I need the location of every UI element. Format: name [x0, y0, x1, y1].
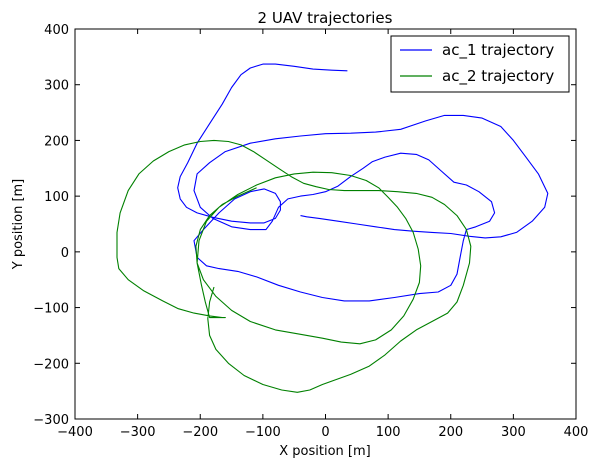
- legend-label-ac-2: ac_2 trajectory: [442, 67, 554, 86]
- y-tick-label: −100: [33, 302, 69, 317]
- y-tick-label: 200: [44, 134, 69, 149]
- y-tick-label: −200: [33, 357, 69, 372]
- legend: ac_1 trajectory ac_2 trajectory: [391, 36, 569, 92]
- x-tick-label: 300: [501, 425, 526, 440]
- x-tick-label: 200: [438, 425, 463, 440]
- x-tick-label: 100: [376, 425, 401, 440]
- chart-title: 2 UAV trajectories: [258, 9, 393, 27]
- x-tick-label: −200: [182, 425, 218, 440]
- y-axis-label: Y position [m]: [11, 179, 26, 271]
- y-tick-label: 300: [44, 79, 69, 94]
- y-tick-label: 400: [44, 23, 69, 38]
- series-line-1: [178, 64, 548, 301]
- x-tick-label: −300: [120, 425, 156, 440]
- x-tick-label: −100: [245, 425, 281, 440]
- series-layer: [117, 64, 548, 392]
- x-tick-label: 0: [321, 425, 329, 440]
- x-axis-label: X position [m]: [279, 444, 370, 459]
- legend-label-ac-1: ac_1 trajectory: [442, 41, 554, 60]
- y-tick-label: 100: [44, 190, 69, 205]
- series-line-2: [117, 140, 471, 392]
- x-tick-label: 400: [564, 425, 589, 440]
- y-tick-label: 0: [61, 246, 69, 261]
- y-tick-label: −300: [33, 413, 69, 428]
